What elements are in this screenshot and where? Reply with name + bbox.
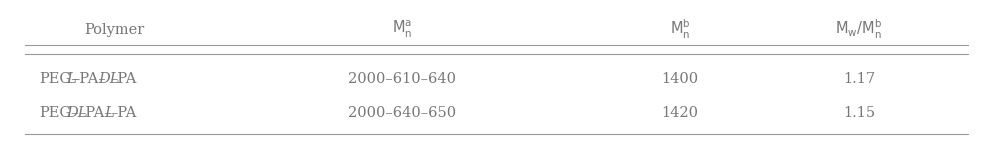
Text: $\mathrm{M}_{\mathrm{n}}^{\mathrm{a}}$: $\mathrm{M}_{\mathrm{n}}^{\mathrm{a}}$: [392, 19, 412, 40]
Text: Polymer: Polymer: [84, 23, 144, 37]
Text: –PA–: –PA–: [78, 106, 112, 120]
Text: –PA: –PA: [110, 72, 137, 86]
Text: L: L: [66, 72, 75, 86]
Text: $\mathrm{M}_{\mathrm{n}}^{\mathrm{b}}$: $\mathrm{M}_{\mathrm{n}}^{\mathrm{b}}$: [670, 18, 690, 41]
Text: 1400: 1400: [661, 72, 699, 86]
Text: PEG–: PEG–: [40, 72, 79, 86]
Text: 1.15: 1.15: [843, 106, 875, 120]
Text: PEG–: PEG–: [40, 106, 79, 120]
Text: –PA: –PA: [110, 106, 137, 120]
Text: 1.17: 1.17: [843, 72, 875, 86]
Text: DL: DL: [66, 106, 87, 120]
Text: –PA–: –PA–: [71, 72, 105, 86]
Text: DL: DL: [98, 72, 120, 86]
Text: 2000–610–640: 2000–610–640: [349, 72, 456, 86]
Text: L: L: [104, 106, 114, 120]
Text: 2000–640–650: 2000–640–650: [349, 106, 456, 120]
Text: $\mathrm{M}_{\mathrm{w}}/\mathrm{M}_{\mathrm{n}}^{\mathrm{b}}$: $\mathrm{M}_{\mathrm{w}}/\mathrm{M}_{\ma…: [835, 18, 883, 41]
Text: 1420: 1420: [661, 106, 699, 120]
